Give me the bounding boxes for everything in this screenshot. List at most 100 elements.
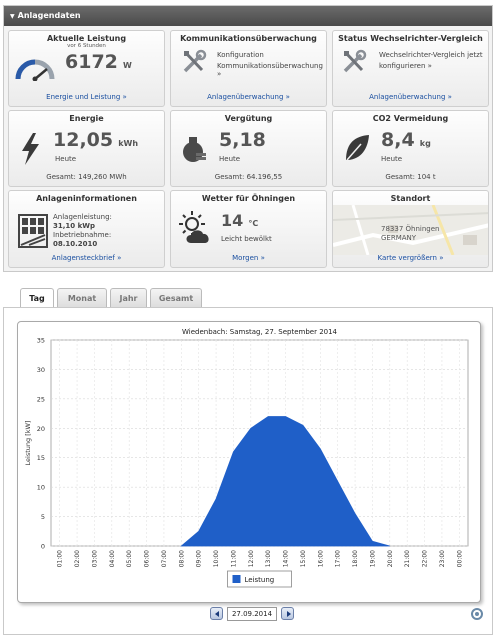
inbetriebnahme-label: Inbetriebnahme: [53,231,112,239]
status-text1: Wechselrichter-Vergleich jetzt [379,51,483,59]
inbetriebnahme-value: 08.10.2010 [53,240,98,248]
energie-unit: kWh [118,139,139,148]
power-chart: Wiedenbach: Samstag, 27. September 2014 0… [24,328,469,588]
card-verguetung: Vergütung 5,18 Heute Gesamt: 64.196,55 [170,110,327,187]
card-aktuelle-leistung: Aktuelle Leistung vor 6 Stunden 6172 W E… [8,30,165,107]
card-co2: CO2 Vermeidung 8,4 kg Heute Gesamt: 104 … [332,110,489,187]
y-tick-label: 5 [41,513,45,521]
x-tick-label: 21:00 [404,550,411,567]
anlagendaten-panel: ▼ Anlagendaten Aktuelle Leistung vor 6 St… [3,5,493,272]
leistung-value: 6172 [65,51,118,73]
x-tick-label: 00:00 [456,550,463,567]
sun-cloud-icon [179,211,209,243]
energie-value: 12,05 [53,129,114,151]
tab-gesamt[interactable]: Gesamt [150,288,202,308]
x-tick-label: 15:00 [300,550,307,567]
panel-title: Anlagendaten [17,11,81,20]
legend-label: Leistung [245,576,275,584]
verguetung-gesamt: Gesamt: 64.196,55 [214,173,283,181]
co2-value: 8,4 [381,129,415,151]
y-tick-label: 25 [37,395,45,403]
map-thumbnail[interactable] [333,205,489,255]
card-standort: Standort 78337 Öhningen GERMANY Karte ve… [332,190,489,268]
morgen-link[interactable]: Morgen » [232,254,265,262]
next-day-button[interactable] [281,607,294,620]
x-tick-label: 10:00 [213,550,220,567]
card-anlageninformationen: Anlageninformationen Anlagenleistung: 31… [8,190,165,268]
card-title: Energie [69,114,104,123]
card-status-vergleich: Status Wechselrichter-Vergleich Wechselr… [332,30,489,107]
x-tick-label: 22:00 [422,550,429,567]
card-title: Vergütung [224,114,273,123]
refresh-icon[interactable] [470,607,484,621]
x-tick-label: 23:00 [439,550,446,567]
x-tick-label: 16:00 [317,550,324,567]
anlagenleistung-label: Anlagenleistung: [53,213,112,221]
co2-label: Heute [381,155,403,163]
y-tick-label: 30 [37,366,45,374]
tab-monat[interactable]: Monat [57,288,107,308]
card-wetter: Wetter für Öhningen 14 °C Leicht bewölkt… [170,190,327,268]
standort-plz: 78337 Öhningen [381,225,440,233]
tools-icon [183,49,207,73]
chart-container: Wiedenbach: Samstag, 27. September 2014 0… [17,321,481,603]
card-title: Anlageninformationen [36,194,137,203]
y-axis-label: Leistung [kW] [24,421,32,466]
x-tick-label: 03:00 [91,550,98,567]
co2-unit: kg [419,139,431,148]
card-title: Aktuelle Leistung [46,34,127,43]
card-subtitle: vor 6 Stunden [67,43,106,49]
card-title: CO2 Vermeidung [372,114,449,123]
anlagenleistung-value: 31,10 kWp [53,222,95,230]
x-tick-label: 19:00 [369,550,376,567]
legend-box [227,570,292,588]
x-tick-label: 11:00 [230,550,237,567]
anlagensteckbrief-link[interactable]: Anlagensteckbrief » [51,254,122,262]
wetter-unit: °C [248,219,259,228]
leistung-unit: W [122,61,132,70]
y-tick-label: 10 [37,484,45,492]
collapse-triangle-icon[interactable]: ▼ [10,13,15,20]
card-title: Wetter für Öhningen [201,194,296,203]
x-tick-label: 07:00 [161,550,168,567]
x-tick-label: 01:00 [57,550,64,567]
verguetung-value: 5,18 [219,129,266,151]
status-text2[interactable]: konfigurieren » [379,62,432,70]
karte-vergroessern-link[interactable]: Karte vergrößern » [377,254,444,262]
x-tick-label: 17:00 [335,550,342,567]
leaf-icon [346,135,369,161]
tools-icon [343,49,367,73]
x-tick-label: 14:00 [283,550,290,567]
kommunikation-text1: Konfiguration [217,51,264,59]
y-tick-label: 15 [37,454,45,462]
x-tick-label: 02:00 [74,550,81,567]
verguetung-label: Heute [219,155,241,163]
legend-swatch [232,575,241,583]
y-tick-label: 20 [37,425,45,433]
card-energie: Energie 12,05 kWh Heute Gesamt: 149,260 … [8,110,165,187]
chart-title: Wiedenbach: Samstag, 27. September 2014 [182,328,338,336]
energie-leistung-link[interactable]: Energie und Leistung » [46,93,127,101]
kommunikation-text2[interactable]: Kommunikationsüberwachung » [217,62,323,78]
card-title: Kommunikationsüberwachung [180,34,317,43]
x-tick-label: 09:00 [196,550,203,567]
x-tick-label: 13:00 [265,550,272,567]
speedometer-icon [15,59,55,81]
x-tick-label: 08:00 [178,550,185,567]
tab-jahr[interactable]: Jahr [110,288,147,308]
x-tick-label: 04:00 [109,550,116,567]
date-input[interactable]: 27.09.2014 [227,607,277,621]
x-tick-label: 06:00 [144,550,151,567]
anlagenueberwachung-link-1[interactable]: Anlagenüberwachung » [207,93,290,101]
anlagenueberwachung-link-2[interactable]: Anlagenüberwachung » [369,93,452,101]
x-tick-label: 20:00 [387,550,394,567]
tab-tag[interactable]: Tag [20,288,54,309]
prev-day-button[interactable] [210,607,223,620]
solar-panel-icon [18,214,48,248]
y-tick-label: 35 [37,337,45,345]
x-tick-label: 18:00 [352,550,359,567]
y-tick-label: 0 [41,543,45,551]
card-title: Status Wechselrichter-Vergleich [338,34,483,43]
co2-gesamt: Gesamt: 104 t [385,173,436,181]
panel-header[interactable]: ▼ Anlagendaten [4,6,492,26]
